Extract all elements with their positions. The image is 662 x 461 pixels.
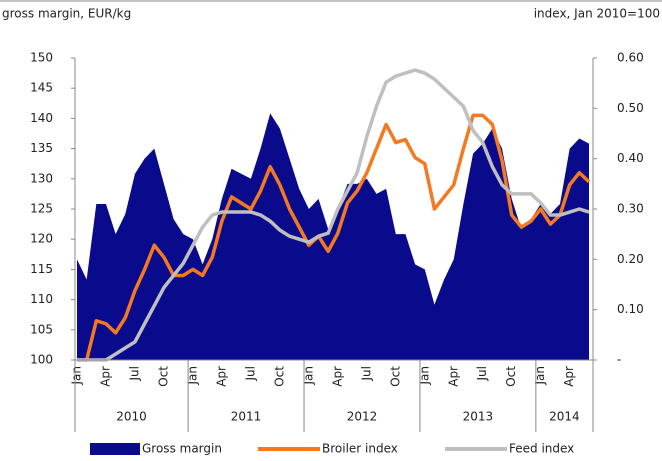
y-tick-label: 130 (30, 171, 53, 185)
y-tick-label: 145 (30, 81, 53, 95)
y2-tick-label: 0.60 (617, 51, 644, 65)
legend-label: Gross margin (142, 442, 222, 456)
y-tick-label: 140 (30, 111, 53, 125)
y2-tick-label: 0.20 (617, 252, 644, 266)
y-tick-label: 150 (30, 51, 53, 65)
y2-tick-label: 0.30 (617, 202, 644, 216)
y2-tick-label: 0.10 (617, 302, 644, 316)
x-tick-label: Apr (98, 366, 112, 387)
y2-tick-label: 0.50 (617, 101, 644, 115)
x-tick-label: Jan (185, 366, 199, 386)
x-tick-label: Apr (330, 366, 344, 387)
y-axis-label: gross margin, EUR/kg (2, 7, 131, 21)
y-tick-label: 115 (30, 262, 53, 276)
year-label: 2011 (231, 410, 262, 424)
x-tick-label: Jul (359, 366, 373, 381)
year-label: 2014 (549, 410, 580, 424)
y-tick-label: 120 (30, 232, 53, 246)
y-tick-label: 110 (30, 292, 53, 306)
legend-label: Broiler index (322, 442, 398, 456)
y-tick-label: 125 (30, 202, 53, 216)
x-tick-label: Jul (475, 366, 489, 381)
year-label: 2013 (463, 410, 494, 424)
y-tick-label: 135 (30, 141, 53, 155)
y2-tick-label: - (617, 353, 621, 367)
line (77, 68, 590, 362)
y-tick-label: 100 (30, 353, 53, 367)
year-label: 2012 (347, 410, 378, 424)
legend-swatch (90, 443, 140, 455)
line (77, 113, 591, 362)
x-tick-label: Jan (301, 366, 315, 386)
x-tick-label: Jan (70, 366, 84, 386)
legend-label: Feed index (509, 442, 574, 456)
x-tick-label: Jan (533, 366, 547, 386)
x-tick-label: Apr (214, 366, 228, 387)
x-tick-label: Oct (156, 366, 170, 387)
x-tick-label: Oct (388, 366, 402, 387)
y2-axis-label: index, Jan 2010=100 (534, 7, 660, 21)
x-tick-label: Oct (504, 366, 518, 387)
x-tick-label: Apr (562, 366, 576, 387)
year-label: 2010 (116, 410, 147, 424)
x-tick-label: Jul (127, 366, 141, 381)
area (77, 113, 589, 360)
x-tick-label: Jul (243, 366, 257, 381)
y2-tick-label: 0.40 (617, 151, 644, 165)
y-tick-label: 105 (30, 322, 53, 336)
x-tick-label: Apr (446, 366, 460, 387)
x-tick-label: Jan (417, 366, 431, 386)
x-tick-label: Oct (272, 366, 286, 387)
